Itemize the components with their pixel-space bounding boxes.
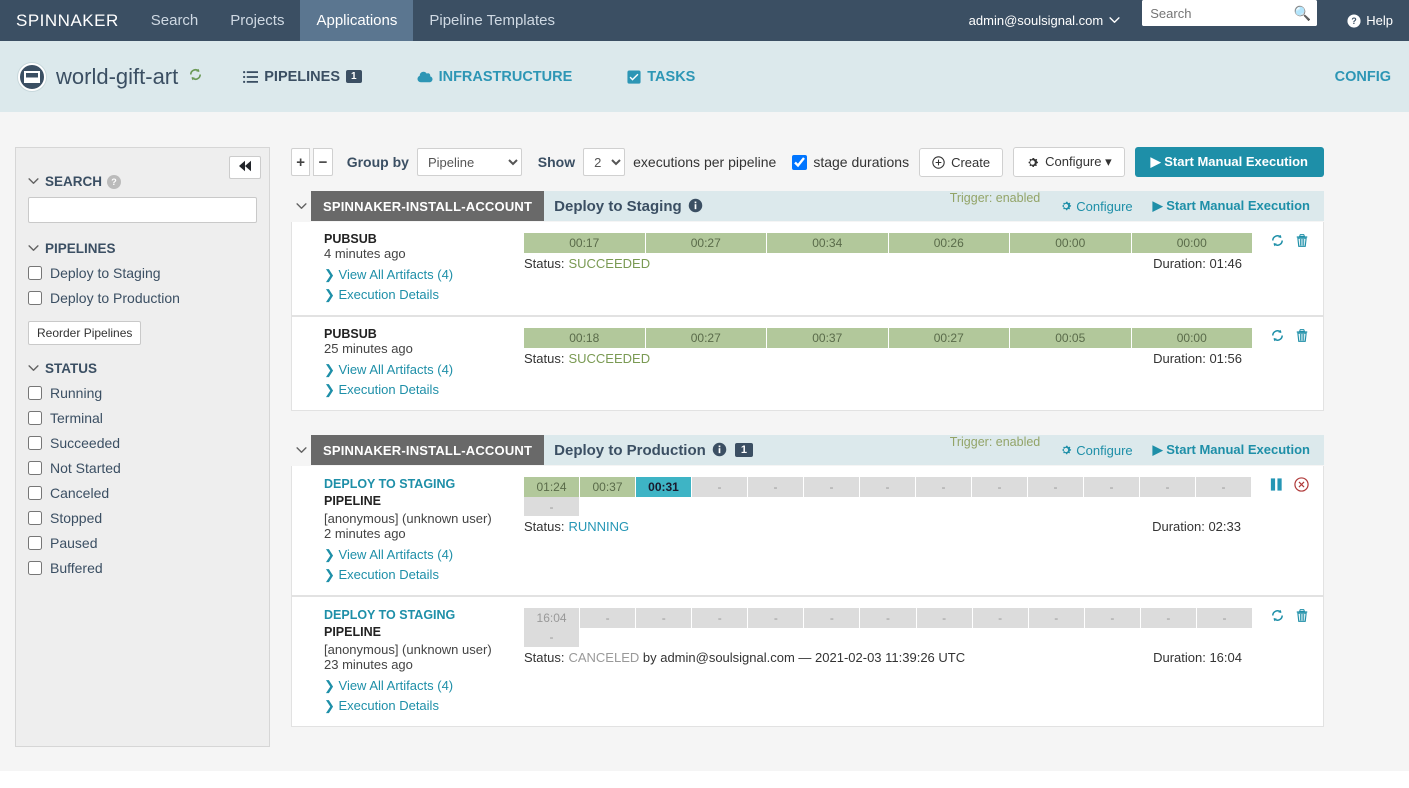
svg-text:?: ?	[1352, 16, 1357, 26]
